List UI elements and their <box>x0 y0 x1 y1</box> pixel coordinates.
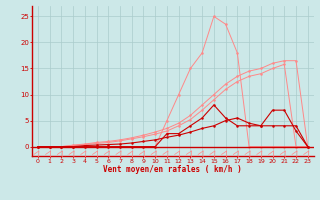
X-axis label: Vent moyen/en rafales ( km/h ): Vent moyen/en rafales ( km/h ) <box>103 165 242 174</box>
